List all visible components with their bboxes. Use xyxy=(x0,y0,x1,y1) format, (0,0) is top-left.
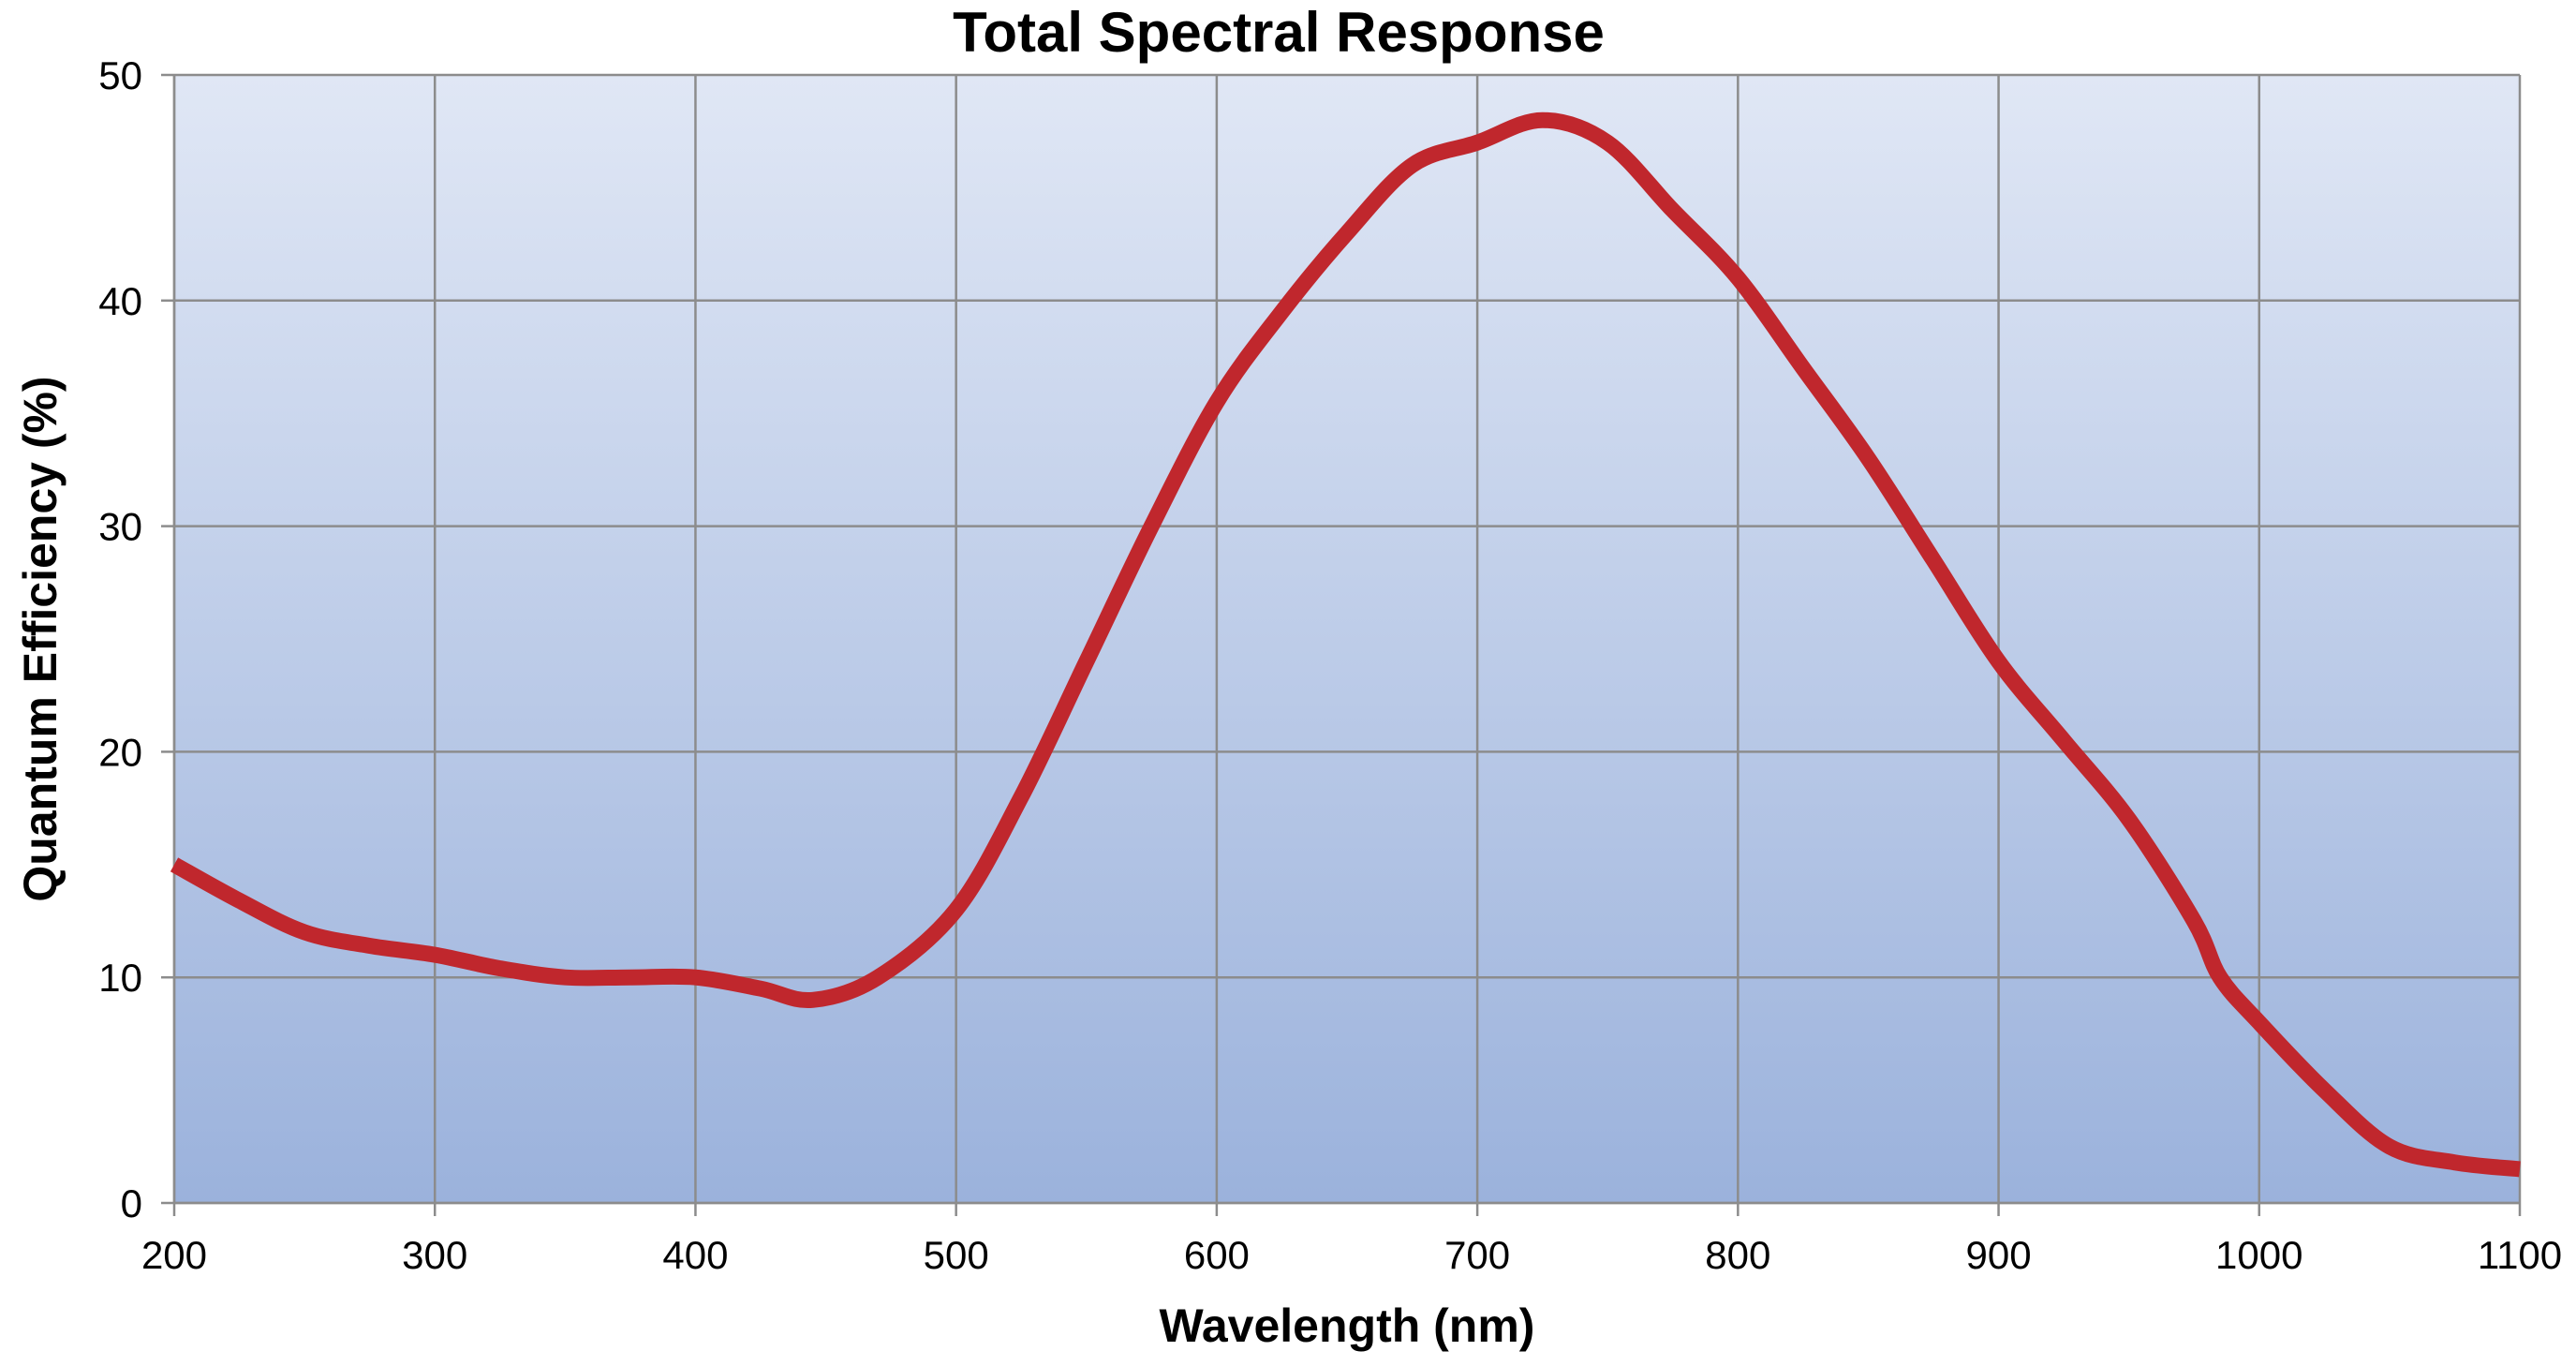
y-tick-label: 30 xyxy=(98,505,142,549)
x-tick-label: 400 xyxy=(662,1233,728,1277)
y-axis-label: Quantum Efficiency (%) xyxy=(14,376,67,901)
x-tick-label: 500 xyxy=(924,1233,989,1277)
y-tick-label: 20 xyxy=(98,730,142,774)
y-tick-label: 50 xyxy=(98,53,142,97)
x-axis-label: Wavelength (nm) xyxy=(1160,1299,1535,1352)
x-tick-label: 200 xyxy=(141,1233,207,1277)
x-tick-label: 1000 xyxy=(2215,1233,2302,1277)
y-tick-label: 10 xyxy=(98,956,142,1000)
series-layer xyxy=(170,111,2521,1178)
chart-title: Total Spectral Response xyxy=(953,1,1605,64)
y-tick-label: 0 xyxy=(121,1181,142,1225)
series-line xyxy=(170,111,2521,1178)
x-tick-label: 300 xyxy=(402,1233,467,1277)
grid xyxy=(161,73,2522,1216)
tick-labels: 200 300 400 500 600 700 800 900 1000 1100 0 10 20 30 4… xyxy=(98,53,2562,1277)
x-tick-label: 600 xyxy=(1184,1233,1250,1277)
x-tick-label: 900 xyxy=(1966,1233,2032,1277)
x-tick-label: 800 xyxy=(1705,1233,1770,1277)
x-tick-label: 1100 xyxy=(2478,1233,2562,1277)
plot-area xyxy=(174,75,2520,1203)
x-tick-label: 700 xyxy=(1444,1233,1510,1277)
y-tick-label: 40 xyxy=(98,279,142,323)
